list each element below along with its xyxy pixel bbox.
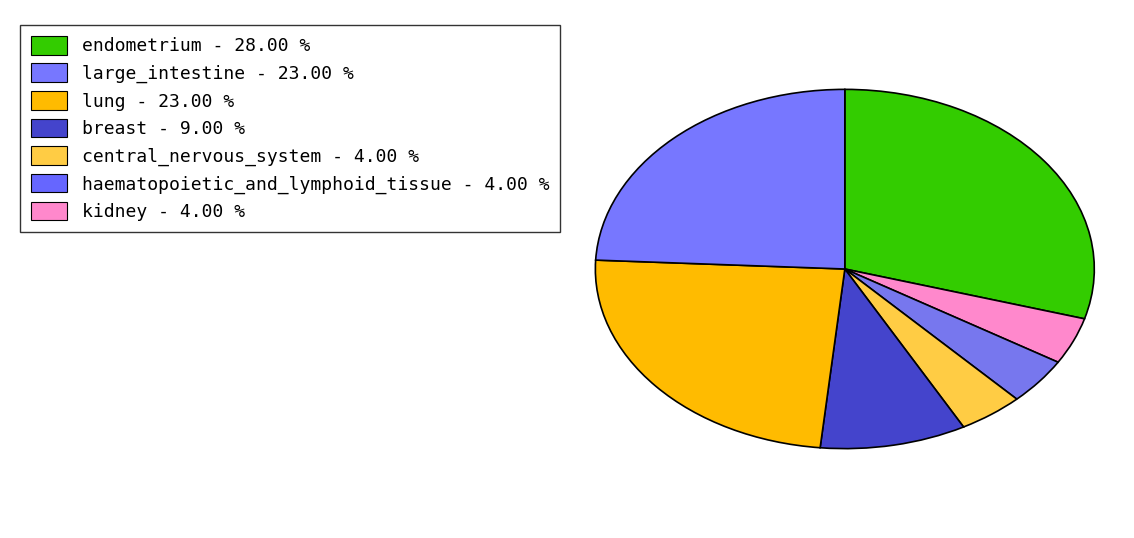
Legend: endometrium - 28.00 %, large_intestine - 23.00 %, lung - 23.00 %, breast - 9.00 : endometrium - 28.00 %, large_intestine -…	[20, 25, 560, 232]
Wedge shape	[820, 269, 964, 449]
Wedge shape	[595, 260, 845, 448]
Wedge shape	[595, 89, 845, 269]
Wedge shape	[845, 269, 1017, 427]
Wedge shape	[845, 269, 1058, 399]
Wedge shape	[845, 89, 1094, 319]
Wedge shape	[845, 269, 1084, 362]
